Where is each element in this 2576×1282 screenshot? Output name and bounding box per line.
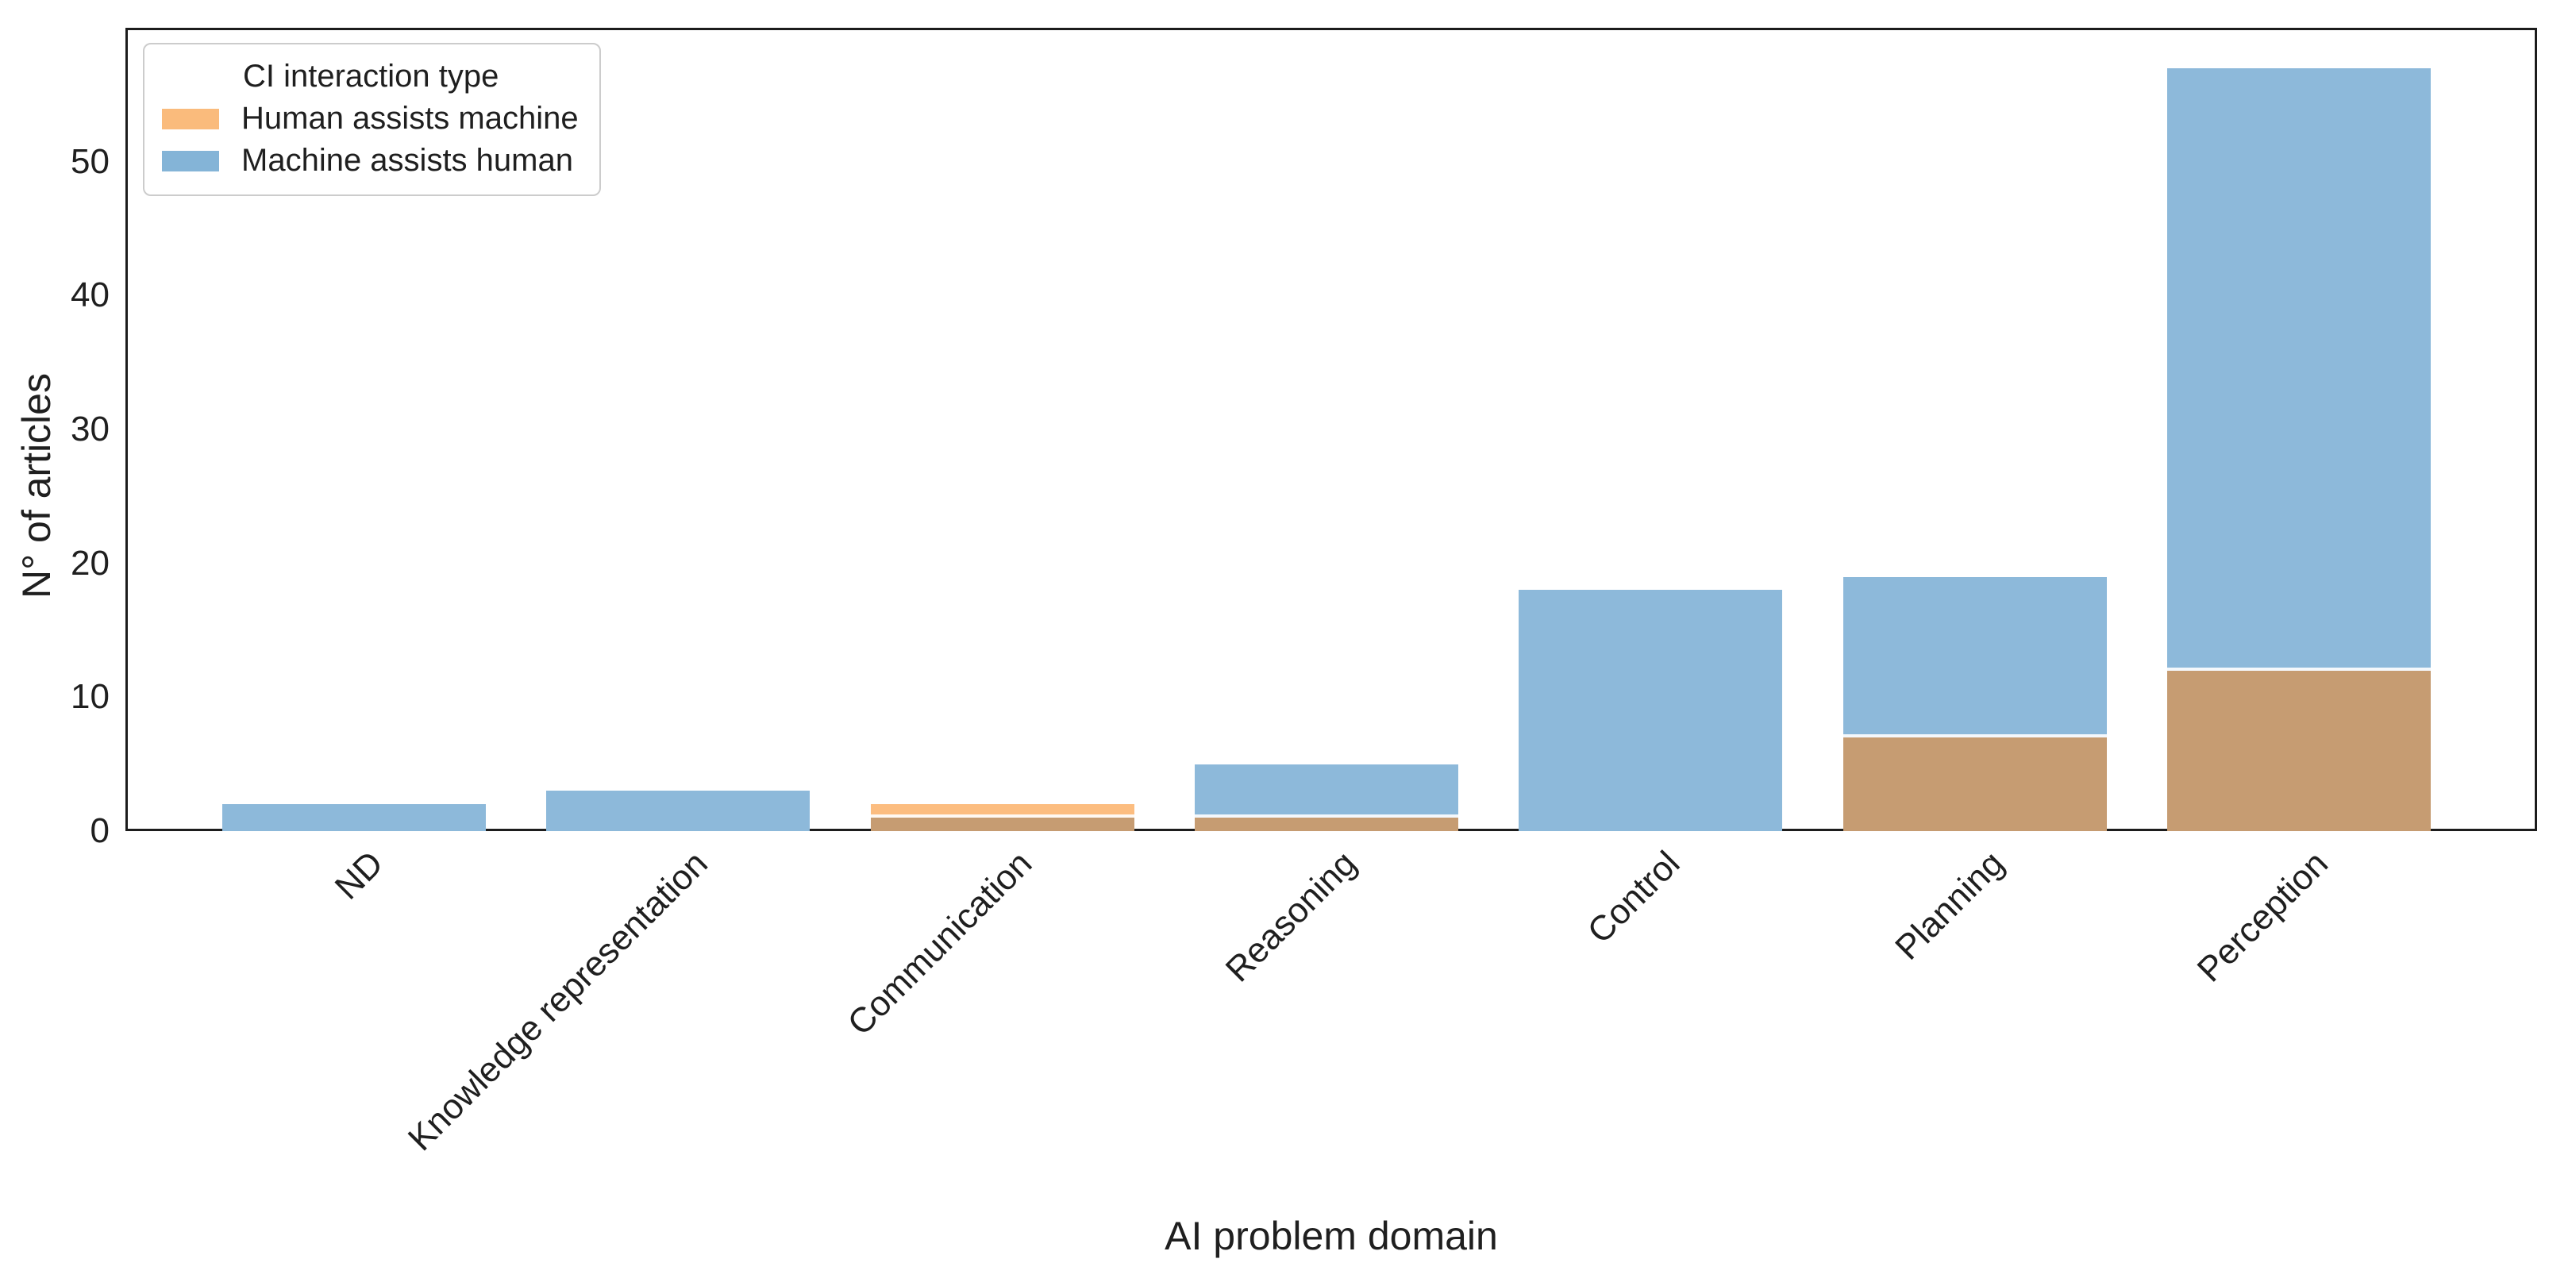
legend: CI interaction type Human assists machin… xyxy=(143,43,601,196)
y-tick-label-10: 10 xyxy=(71,677,110,717)
bar-segment-overlap-planning xyxy=(1842,737,2107,831)
bar-group-nd xyxy=(222,804,486,831)
bar-segment-overlap-perception xyxy=(2166,670,2431,831)
x-tick-label-perception: Perception xyxy=(2190,844,2336,990)
x-tick-label-reasoning: Reasoning xyxy=(1218,844,1364,990)
bar-group-planning xyxy=(1842,576,2107,831)
x-tick-label-nd: ND xyxy=(328,844,391,907)
bar-group-reasoning xyxy=(1194,764,1458,831)
y-tick-label-20: 20 xyxy=(71,543,110,583)
legend-label-machine-assists-human: Machine assists human xyxy=(241,143,573,178)
legend-item-machine-assists-human: Machine assists human xyxy=(162,140,579,182)
bar-segment-machine-assists-human-reasoning xyxy=(1194,764,1458,818)
legend-swatch-human-assists-machine xyxy=(162,108,219,129)
bar-segment-machine-assists-human-control xyxy=(1519,590,1783,831)
bar-group-perception xyxy=(2166,67,2431,831)
legend-label-human-assists-machine: Human assists machine xyxy=(241,101,579,136)
legend-title: CI interaction type xyxy=(243,59,499,94)
x-tick-label-communication: Communication xyxy=(840,844,1040,1043)
bar-segment-overlap-reasoning xyxy=(1194,818,1458,831)
bar-segment-machine-assists-human-nd xyxy=(222,804,486,831)
y-tick-label-30: 30 xyxy=(71,410,110,449)
bar-segment-machine-assists-human-planning xyxy=(1842,576,2107,737)
legend-swatch-machine-assists-human xyxy=(162,150,219,171)
bar-segment-machine-assists-human-perception xyxy=(2166,67,2431,671)
x-tick-label-control: Control xyxy=(1580,844,1688,951)
y-tick-label-50: 50 xyxy=(71,141,110,181)
bar-group-communication xyxy=(870,804,1134,831)
bar-group-control xyxy=(1519,590,1783,831)
x-axis-title: AI problem domain xyxy=(1165,1214,1498,1258)
bar-segment-machine-assists-human-knowledge-representation xyxy=(546,791,811,831)
legend-item-human-assists-machine: Human assists machine xyxy=(162,98,579,140)
bar-segment-human-assists-machine-communication xyxy=(870,804,1134,818)
x-tick-label-knowledge-representation: Knowledge representation xyxy=(400,844,715,1159)
bar-segment-overlap-communication xyxy=(870,818,1134,831)
y-tick-label-40: 40 xyxy=(71,275,110,315)
y-tick-label-0: 0 xyxy=(90,811,110,850)
x-tick-label-planning: Planning xyxy=(1888,844,2012,968)
bar-group-knowledge-representation xyxy=(546,791,811,831)
